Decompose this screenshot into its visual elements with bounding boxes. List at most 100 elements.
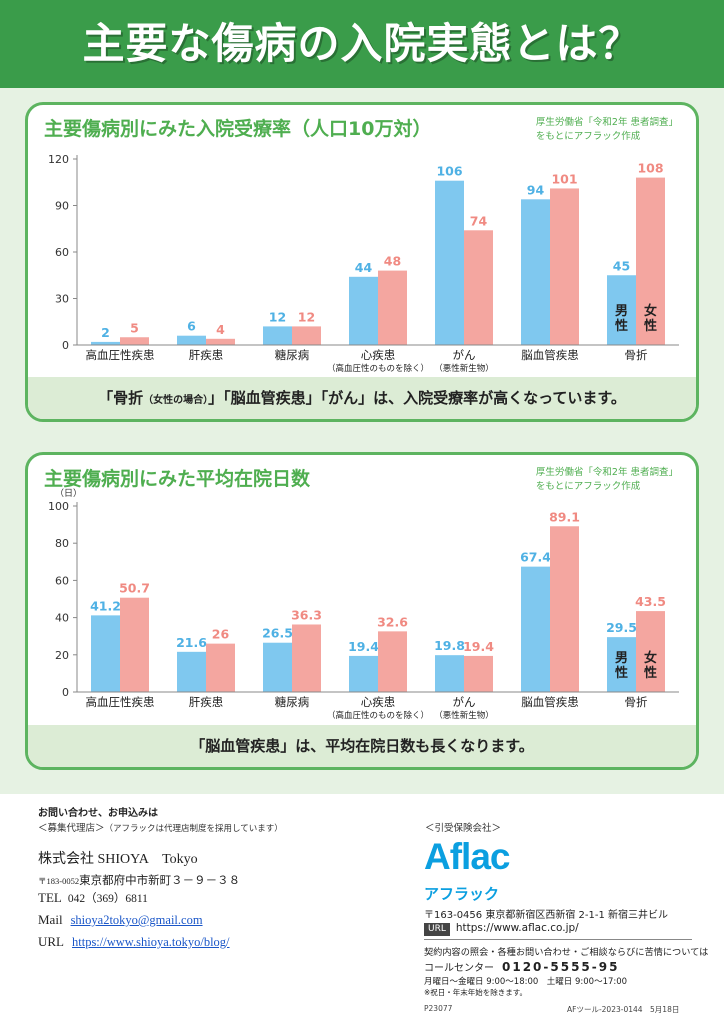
panel-title: 主要傷病別にみた入院受療率（人口10万対） — [44, 118, 432, 140]
length-of-stay-panel: 主要傷病別にみた平均在院日数 厚生労働省「令和2年 患者調査」 をもとにアフラッ… — [25, 452, 699, 770]
bar — [91, 341, 120, 345]
data-label: 89.1 — [549, 509, 580, 524]
bar — [349, 655, 378, 692]
data-label: 45 — [613, 258, 630, 273]
data-label: 19.4 — [463, 639, 494, 654]
bar — [550, 188, 579, 345]
data-label: 5 — [130, 320, 139, 335]
summary-note: （女性の場合） — [143, 395, 209, 406]
legend-label: 男 — [615, 304, 628, 319]
bar — [91, 615, 120, 692]
aflac-kana: アフラック — [424, 885, 500, 903]
agency-note: （アフラックは代理店制度を採用しています） — [104, 824, 283, 834]
bar — [177, 335, 206, 345]
bar — [378, 270, 407, 345]
mail-link[interactable]: shioya2tokyo@gmail.com — [70, 913, 203, 927]
bar — [349, 276, 378, 345]
bar — [378, 631, 407, 692]
inquiry-note: 契約内容の照会・各種お問い合わせ・ご相談ならびに苦情については — [424, 947, 709, 958]
blog-link[interactable]: https://www.shioya.tokyo/blog/ — [72, 935, 230, 949]
agency-url: URL https://www.shioya.tokyo/blog/ — [38, 934, 230, 950]
data-label: 50.7 — [119, 581, 150, 596]
category-label: 高血圧性疾患 — [86, 695, 155, 709]
data-label: 12 — [269, 309, 286, 324]
category-label: 高血圧性疾患 — [86, 348, 155, 362]
legend-label: 性 — [615, 665, 628, 681]
data-label: 26.5 — [262, 626, 293, 641]
bar — [521, 199, 550, 345]
data-label: 21.6 — [176, 635, 207, 650]
category-label: がん — [453, 695, 476, 709]
insurer-label: ＜引受保険会社＞ — [425, 823, 502, 834]
length-of-stay-chart: （日） 0 20 40 60 80 100 41.2 50.7 高血圧性疾患 21.6 26 肝疾患 26… — [48, 488, 679, 721]
legend-label: 男 — [615, 651, 628, 666]
bar — [550, 526, 579, 692]
legend-label: 性 — [644, 665, 657, 681]
admission-rate-panel: 主要傷病別にみた入院受療率（人口10万対） 厚生労働省「令和2年 患者調査」 を… — [25, 102, 699, 422]
legend-label: 女 — [644, 303, 657, 319]
category-note: （高血圧性のものを除く） — [327, 710, 429, 721]
category-label: 心疾患 — [361, 348, 396, 362]
data-label: 6 — [187, 319, 196, 334]
bar — [292, 624, 321, 692]
category-label: 肝疾患 — [189, 348, 224, 362]
y-tick-label: 60 — [55, 246, 69, 259]
data-label: 67.4 — [520, 550, 551, 565]
bar — [464, 230, 493, 345]
tel-value: 042（369）6811 — [67, 893, 148, 905]
data-label: 74 — [470, 213, 488, 228]
category-label: 糖尿病 — [275, 695, 310, 709]
header-banner: 主要な傷病の入院実態とは？ — [0, 0, 724, 88]
divider — [424, 939, 692, 940]
category-label: 心疾患 — [361, 695, 396, 709]
agency-address: 〒183-0052東京都府中市新町３－９－３８ — [38, 872, 240, 888]
source-note: 厚生労働省「令和2年 患者調査」 をもとにアフラック作成 — [536, 466, 678, 494]
contact-section: お問い合わせ、お申込みは ＜募集代理店＞（アフラックは代理店制度を採用しています… — [0, 794, 724, 1024]
panel-summary: 「骨折（女性の場合）」「脳血管疾患」「がん」は、入院受療率が高くなっています。 — [28, 377, 696, 419]
bar — [521, 566, 550, 692]
bar — [636, 177, 665, 345]
data-label: 48 — [384, 254, 401, 269]
data-label: 26 — [212, 627, 230, 642]
bar — [607, 637, 636, 692]
data-label: 106 — [436, 164, 462, 179]
source-line: をもとにアフラック作成 — [535, 131, 641, 142]
y-tick-label: 0 — [62, 339, 69, 352]
y-tick-label: 30 — [55, 293, 69, 306]
bar — [292, 326, 321, 345]
aflac-address: 〒163-0456 東京都新宿区西新宿 2-1-1 新宿三井ビル — [424, 910, 668, 921]
agency-label-text: ＜募集代理店＞ — [38, 823, 105, 834]
data-label: 19.4 — [348, 639, 379, 654]
data-label: 44 — [355, 260, 373, 275]
bar — [120, 597, 149, 692]
bar — [120, 337, 149, 345]
data-label: 108 — [637, 161, 663, 176]
data-label: 101 — [551, 171, 577, 186]
y-tick-label: 0 — [62, 686, 69, 699]
bar — [607, 275, 636, 345]
aflac-url: URL https://www.aflac.co.jp/ — [424, 922, 579, 936]
panel-title: 主要傷病別にみた平均在院日数 — [44, 468, 311, 490]
data-label: 2 — [101, 325, 110, 340]
data-label: 29.5 — [606, 620, 637, 635]
aflac-url-link[interactable]: https://www.aflac.co.jp/ — [455, 922, 579, 934]
y-axis-label: （日） — [55, 488, 82, 499]
data-label: 94 — [527, 182, 545, 197]
call-center-number: 0120-5555-95 — [502, 960, 620, 974]
tel-label: TEL — [38, 890, 62, 905]
data-label: 43.5 — [635, 594, 666, 609]
y-tick-label: 90 — [55, 200, 69, 213]
business-hours: 月曜日～金曜日 9:00～18:00 土曜日 9:00～17:00 — [424, 977, 628, 987]
y-tick-label: 40 — [55, 612, 69, 625]
bar — [435, 655, 464, 692]
aflac-logo-text: Aflac — [424, 836, 510, 877]
bar — [263, 642, 292, 692]
legend-label: 女 — [644, 650, 657, 666]
agency-mail: Mail shioya2tokyo@gmail.com — [38, 912, 203, 928]
agency-tel: TEL 042（369）6811 — [38, 890, 148, 906]
category-label: 肝疾患 — [189, 695, 224, 709]
category-note: （悪性新生物） — [434, 710, 494, 721]
y-tick-label: 100 — [48, 500, 69, 513]
category-label: 糖尿病 — [275, 348, 310, 362]
bar — [177, 651, 206, 692]
